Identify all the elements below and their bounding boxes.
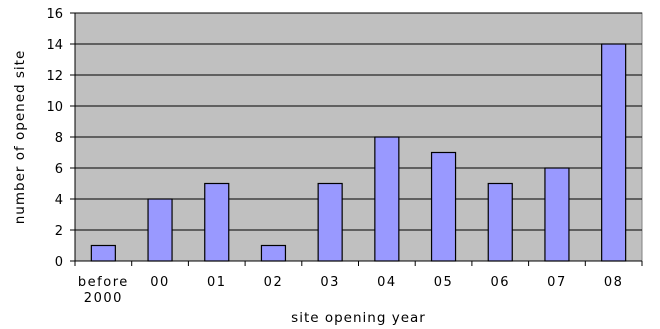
x-tick-label: 05 (434, 275, 454, 290)
y-tick-label: 10 (46, 100, 63, 115)
y-tick-label: 12 (46, 69, 63, 84)
y-axis-title: number of opened site (12, 50, 28, 225)
y-tick-label: 14 (46, 38, 63, 53)
y-tick-label: 8 (55, 131, 63, 146)
bar (544, 167, 570, 262)
y-tick-label: 2 (55, 224, 63, 239)
x-tick-label: 02 (264, 275, 284, 290)
x-tick-label: 00 (150, 275, 170, 290)
bar (601, 43, 627, 262)
x-tick-label: 08 (604, 275, 624, 290)
y-tick-label: 4 (55, 193, 63, 208)
x-tick-label: 06 (490, 275, 510, 290)
bars (90, 43, 627, 262)
bar (374, 136, 400, 262)
y-axis-ticks: 0 2 4 6 8 10 12 14 16 (46, 7, 642, 270)
x-tick-label: 03 (320, 275, 340, 290)
x-tick-label: before (78, 275, 129, 290)
bar (90, 244, 116, 262)
bar (147, 198, 173, 262)
y-tick-label: 0 (55, 255, 63, 270)
y-tick-label: 6 (55, 162, 63, 177)
bar (260, 244, 287, 262)
bar (317, 182, 343, 262)
bar (204, 182, 230, 262)
x-tick-label: 07 (547, 275, 567, 290)
x-tick-label: 04 (377, 275, 397, 290)
bar (430, 151, 457, 262)
x-axis-title: site opening year (291, 310, 426, 326)
bar (487, 182, 513, 262)
y-tick-label: 16 (46, 7, 63, 22)
x-tick-label: 01 (207, 275, 227, 290)
x-tick-label: 2000 (84, 291, 123, 306)
